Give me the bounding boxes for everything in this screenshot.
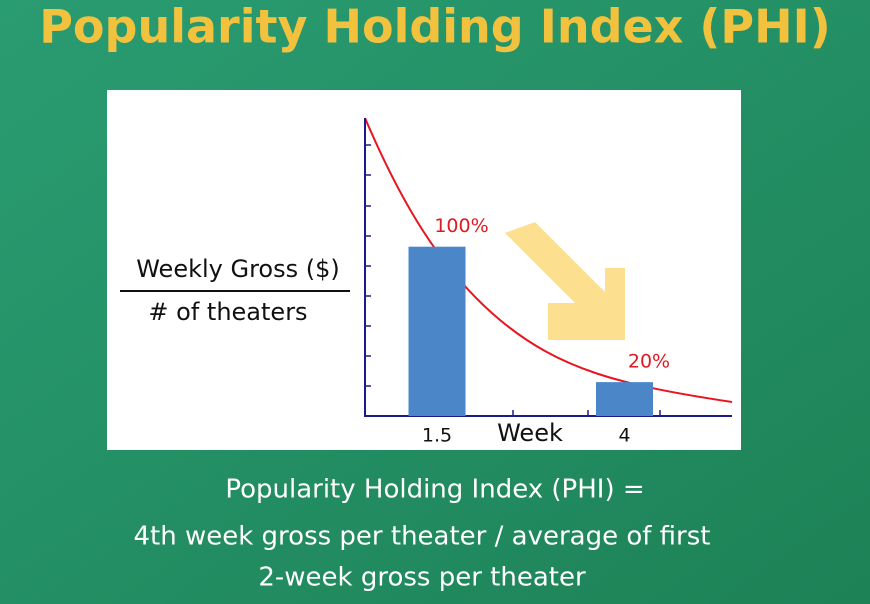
arrow: [505, 222, 625, 340]
y-label-numerator: Weekly Gross ($): [136, 255, 340, 283]
x-label: Week: [497, 419, 563, 447]
value-label: 100%: [434, 215, 488, 237]
y-label-denominator: # of theaters: [148, 298, 307, 326]
x-tick-label: 1.5: [422, 425, 452, 447]
bar: [408, 246, 466, 416]
footer-line: 4th week gross per theater / average of …: [133, 522, 710, 552]
bar: [596, 382, 653, 416]
x-tick-label: 4: [618, 425, 630, 447]
slide-title: Popularity Holding Index (PHI): [39, 0, 831, 54]
y-axis-ticks: [365, 144, 661, 416]
footer-line: Popularity Holding Index (PHI) =: [225, 475, 644, 505]
footer-line: 2-week gross per theater: [258, 563, 586, 593]
value-label: 20%: [628, 351, 670, 373]
